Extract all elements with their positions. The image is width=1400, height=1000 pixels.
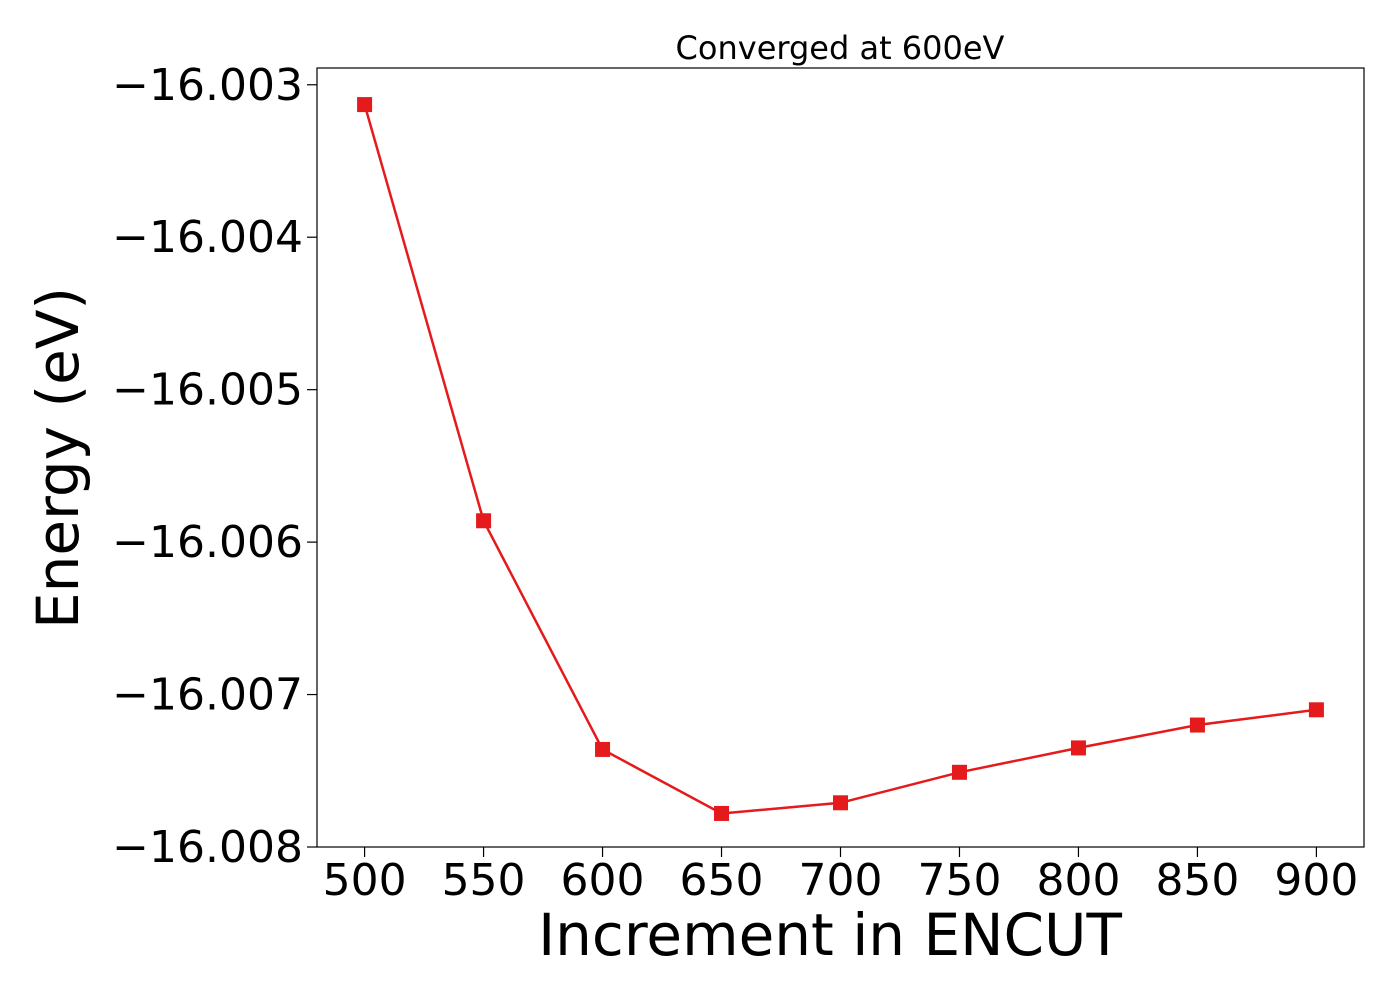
y-tick-label: −16.008 xyxy=(112,822,303,873)
series-layer xyxy=(357,97,1324,821)
y-tick-label: −16.007 xyxy=(112,670,303,721)
x-tick-label: 550 xyxy=(442,855,526,906)
x-tick-label: 600 xyxy=(561,855,645,906)
y-axis: −16.003 −16.004 −16.005 −16.006 −16.007 −16.0… xyxy=(112,60,317,873)
data-point xyxy=(1189,717,1205,733)
data-point xyxy=(476,513,492,529)
x-tick-label: 850 xyxy=(1155,855,1239,906)
x-tick-label: 700 xyxy=(799,855,883,906)
data-point xyxy=(357,97,373,113)
data-point xyxy=(833,795,848,811)
data-point xyxy=(1070,740,1086,756)
data-point xyxy=(951,764,967,780)
x-tick-label: 800 xyxy=(1036,855,1120,906)
chart-title: Converged at 600eV xyxy=(676,29,1005,67)
x-tick-label: 750 xyxy=(917,855,1001,906)
plot-area xyxy=(316,67,1365,848)
series-line xyxy=(363,104,1317,815)
data-point xyxy=(1308,702,1324,718)
data-point xyxy=(714,805,730,821)
y-tick-label: −16.003 xyxy=(112,60,303,111)
y-tick-label: −16.006 xyxy=(112,517,303,568)
y-tick-label: −16.004 xyxy=(112,212,303,263)
y-axis-label: Energy (eV) xyxy=(24,287,92,629)
data-point xyxy=(595,741,611,757)
y-tick-label: −16.005 xyxy=(112,365,303,416)
x-tick-label: 500 xyxy=(323,855,407,906)
x-tick-label: 650 xyxy=(680,855,764,906)
x-tick-label: 900 xyxy=(1274,855,1358,906)
x-axis: 500 550 600 650 700 750 800 850 900 xyxy=(323,847,1358,906)
x-axis-label: Increment in ENCUT xyxy=(538,901,1122,969)
